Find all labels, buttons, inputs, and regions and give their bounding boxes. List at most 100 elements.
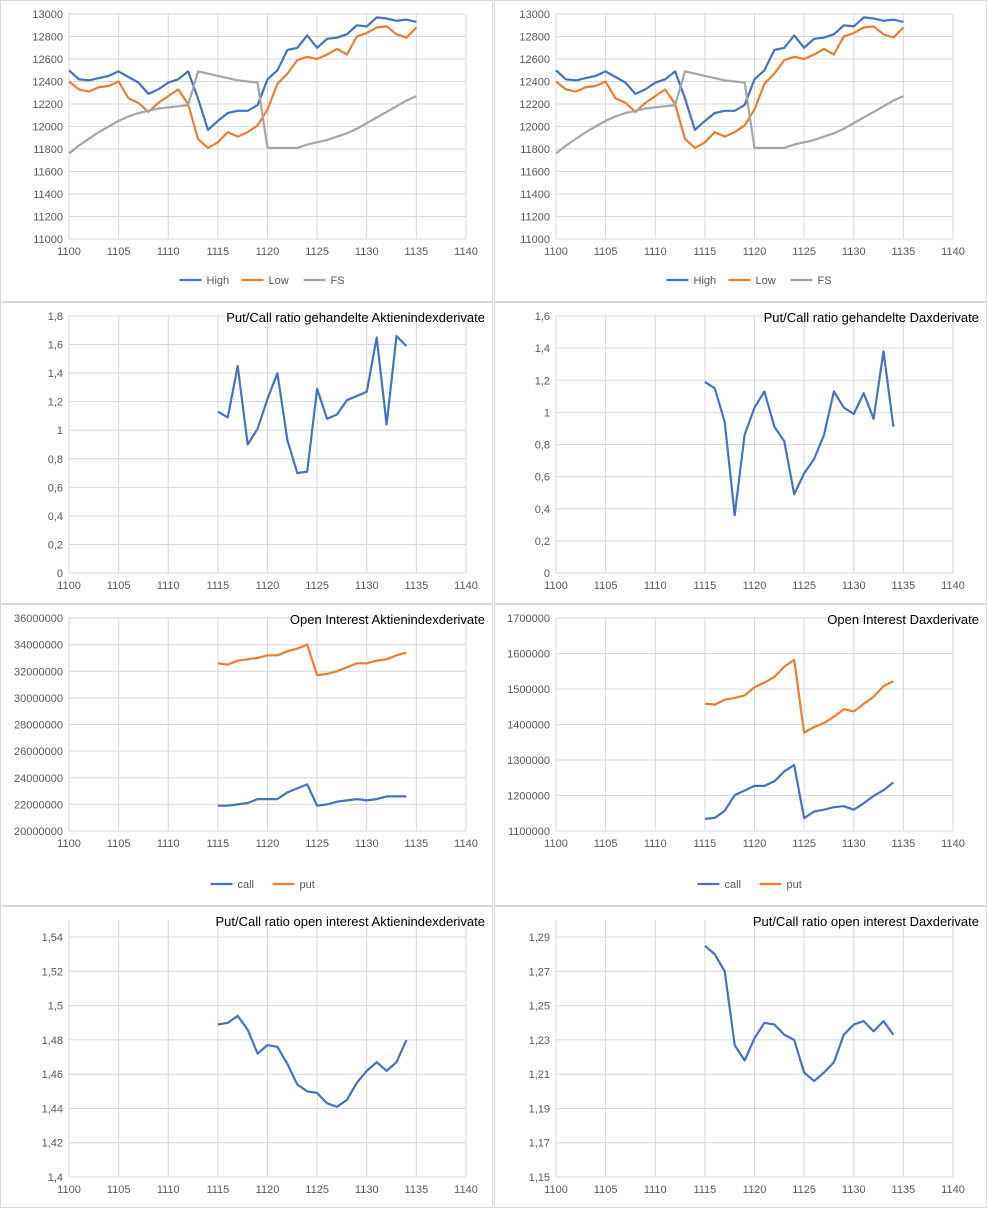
y-tick-label: 12000: [519, 122, 550, 134]
x-tick-label: 1100: [57, 246, 81, 258]
x-tick-label: 1110: [644, 1184, 667, 1196]
x-tick-label: 1100: [57, 580, 81, 592]
y-tick-label: 11000: [520, 234, 550, 246]
x-tick-label: 1130: [355, 580, 379, 592]
x-tick-label: 1140: [454, 1184, 478, 1196]
y-tick-label: 12400: [32, 77, 63, 89]
x-tick-label: 1105: [594, 580, 618, 592]
series-line-call: [704, 763, 895, 820]
y-tick-label: 1,42: [42, 1138, 63, 1150]
x-tick-label: 1140: [454, 246, 478, 258]
y-tick-label: 1,15: [529, 1172, 550, 1184]
x-tick-label: 1125: [305, 580, 329, 592]
x-tick-label: 1125: [305, 838, 329, 850]
legend-label: FS: [331, 275, 345, 287]
y-tick-label: 0,2: [535, 536, 550, 548]
y-tick-label: 1700000: [507, 613, 550, 625]
x-tick-label: 1135: [892, 580, 916, 592]
series-line-ratio: [217, 1014, 408, 1108]
x-tick-label: 1130: [842, 580, 866, 592]
chart-svg: 1100 1105 1110 1115 1120 1125 1130 1135 1140 2000…: [14, 612, 485, 891]
y-tick-label: 1,4: [535, 343, 550, 355]
y-tick-label: 0,4: [535, 504, 550, 516]
y-tick-label: 1,44: [42, 1103, 63, 1115]
chart-title: Open Interest Daxderivate: [827, 612, 979, 627]
x-tick-label: 1110: [157, 838, 180, 850]
x-tick-label: 1135: [892, 246, 916, 258]
y-tick-label: 0,6: [535, 472, 550, 484]
x-tick-label: 1125: [792, 246, 816, 258]
y-tick-label: 1,4: [48, 1172, 63, 1184]
x-tick-label: 1115: [693, 580, 716, 592]
x-tick-label: 1120: [256, 580, 280, 592]
x-tick-label: 1105: [107, 1184, 131, 1196]
x-tick-label: 1135: [892, 838, 916, 850]
legend-label: Low: [756, 275, 776, 287]
y-tick-label: 1: [57, 425, 63, 437]
x-tick-label: 1135: [405, 838, 429, 850]
x-tick-label: 1130: [842, 1184, 866, 1196]
y-tick-label: 28000000: [14, 720, 63, 732]
y-tick-label: 0,2: [48, 539, 63, 551]
x-tick-label: 1120: [743, 580, 767, 592]
chart-panel: 1100 1105 1110 1115 1120 1125 1130 1135 1140 1,15…: [494, 906, 987, 1208]
series-line-ratio: [704, 944, 895, 1083]
y-tick-label: 11400: [33, 189, 63, 201]
series-line-put: [217, 643, 407, 677]
x-tick-label: 1130: [842, 838, 866, 850]
x-tick-label: 1120: [743, 1184, 767, 1196]
x-tick-label: 1100: [544, 838, 568, 850]
y-tick-label: 0: [57, 568, 63, 580]
y-tick-label: 1,25: [529, 1001, 550, 1013]
y-tick-label: 1400000: [507, 720, 550, 732]
y-tick-label: 36000000: [14, 613, 63, 625]
legend-label: High: [694, 275, 717, 287]
y-tick-label: 1,54: [42, 932, 63, 944]
x-tick-label: 1120: [743, 246, 767, 258]
x-tick-label: 1100: [544, 580, 568, 592]
chart-svg: 1100 1105 1110 1115 1120 1125 1130 1135 1140 1,15…: [529, 914, 979, 1196]
chart-panel: 1100 1105 1110 1115 1120 1125 1130 1135 1140 1100…: [0, 0, 493, 302]
y-tick-label: 1,5: [48, 1001, 63, 1013]
chart-svg: 1100 1105 1110 1115 1120 1125 1130 1135 1140 1100…: [32, 9, 478, 287]
x-tick-label: 1115: [206, 838, 229, 850]
legend-label: FS: [818, 275, 832, 287]
y-tick-label: 1600000: [507, 649, 550, 661]
y-tick-label: 1,19: [529, 1103, 550, 1115]
y-tick-label: 11600: [520, 167, 550, 179]
y-tick-label: 12200: [519, 99, 550, 111]
y-tick-label: 0,8: [535, 440, 550, 452]
x-tick-label: 1125: [792, 838, 816, 850]
x-tick-label: 1105: [107, 838, 131, 850]
chart-svg: 1100 1105 1110 1115 1120 1125 1130 1135 1140 1100…: [519, 9, 964, 287]
y-tick-label: 0,6: [48, 482, 63, 494]
y-tick-label: 0,8: [48, 454, 63, 466]
y-tick-label: 1,2: [535, 375, 550, 387]
y-tick-label: 12800: [32, 32, 63, 44]
x-tick-label: 1105: [107, 580, 131, 592]
chart-svg: 1100 1105 1110 1115 1120 1125 1130 1135 1140 0 0,2…: [48, 310, 485, 592]
x-tick-label: 1135: [405, 246, 429, 258]
y-tick-label: 1500000: [507, 684, 550, 696]
x-tick-label: 1115: [206, 1184, 229, 1196]
x-tick-label: 1140: [454, 838, 478, 850]
y-tick-label: 1: [544, 407, 550, 419]
x-tick-label: 1125: [792, 580, 816, 592]
series-line-ratio: [217, 334, 408, 475]
x-tick-label: 1110: [157, 246, 180, 258]
y-tick-label: 12400: [519, 77, 550, 89]
y-tick-label: 13000: [519, 9, 550, 21]
y-tick-label: 34000000: [14, 640, 63, 652]
x-tick-label: 1115: [693, 838, 716, 850]
chart-title: Put/Call ratio open interest Aktienindex…: [215, 914, 485, 929]
y-tick-label: 11800: [520, 144, 550, 156]
x-tick-label: 1135: [405, 580, 429, 592]
y-tick-label: 22000000: [14, 799, 63, 811]
x-tick-label: 1140: [941, 838, 965, 850]
x-tick-label: 1125: [305, 1184, 329, 1196]
x-tick-label: 1110: [644, 838, 667, 850]
y-tick-label: 1,4: [48, 368, 63, 380]
x-tick-label: 1100: [57, 838, 81, 850]
y-tick-label: 1,48: [42, 1035, 63, 1047]
y-tick-label: 1,2: [48, 397, 63, 409]
